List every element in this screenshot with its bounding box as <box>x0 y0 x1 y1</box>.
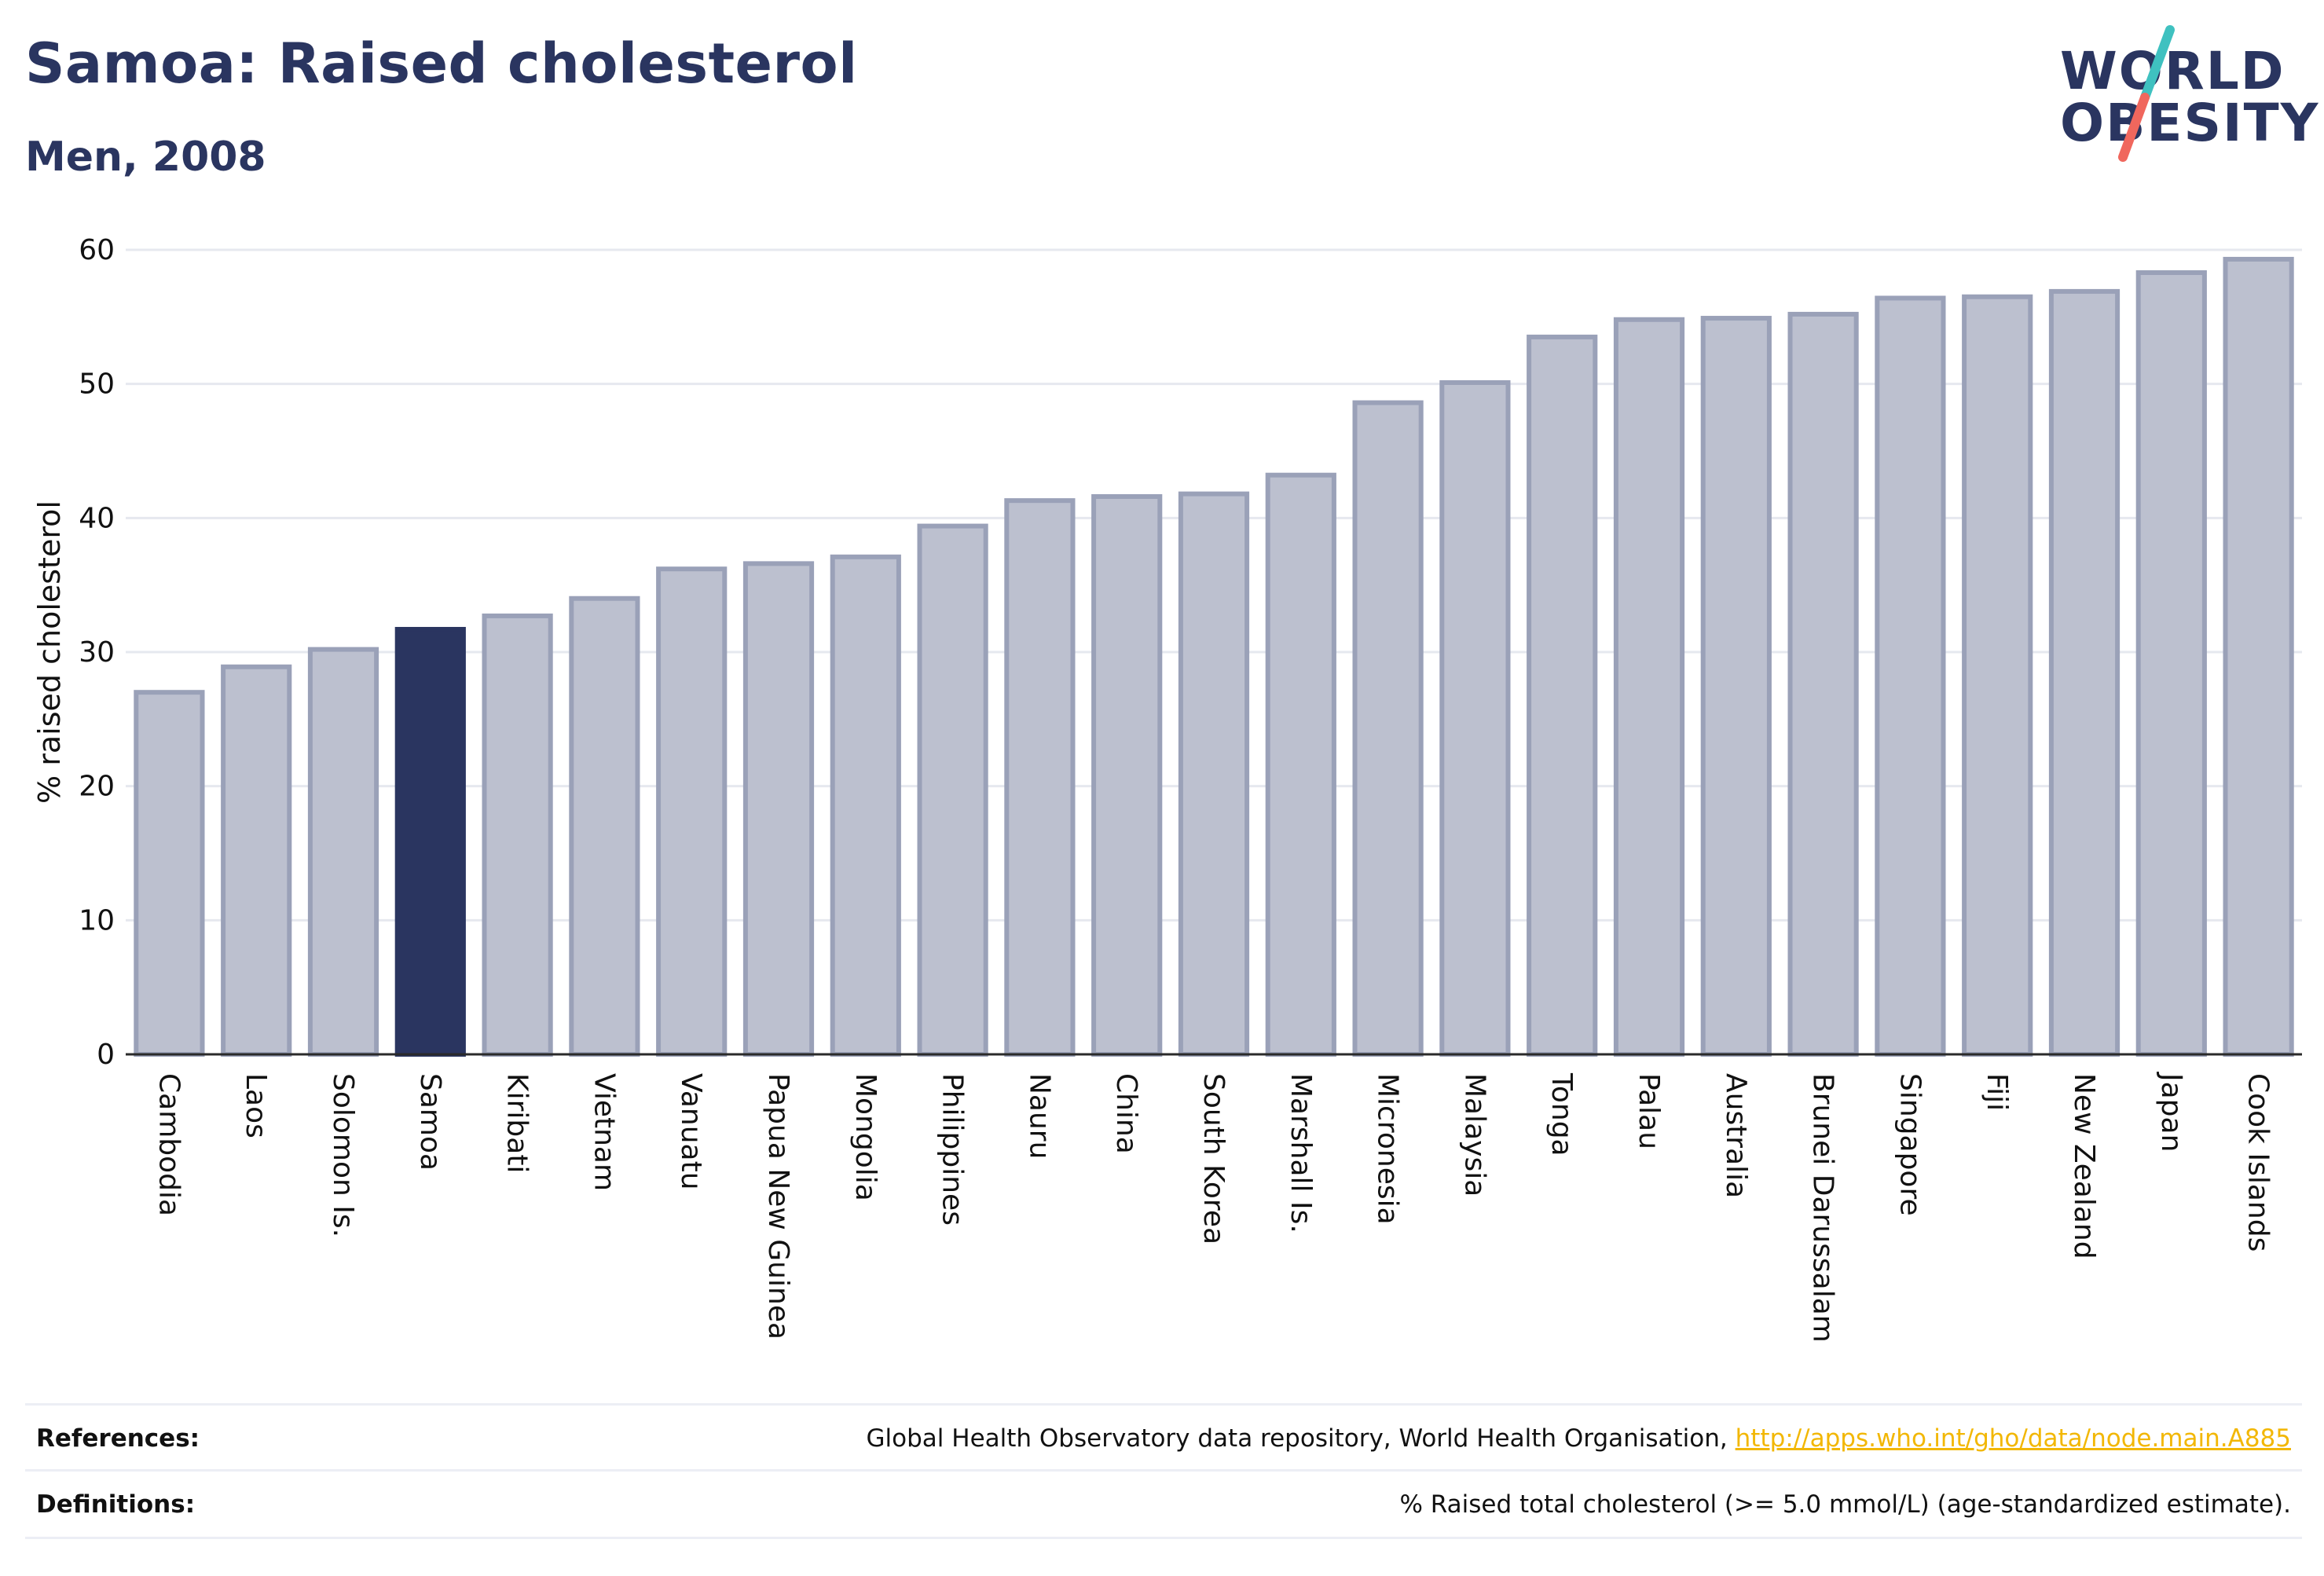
bar-philippines <box>917 523 988 1057</box>
x-tick-label: Samoa <box>414 1073 446 1171</box>
x-tick-label: Vietnam <box>588 1073 620 1191</box>
bar-vietnam <box>569 596 640 1057</box>
bar-solomon-is <box>307 647 379 1057</box>
axes: 0 10 20 30 40 50 60 Cambodia Laos Solomon Is. Samo… <box>79 234 2302 1343</box>
references-text: Global Health Observatory data repositor… <box>866 1424 1736 1453</box>
x-tick-label: Philippines <box>937 1073 969 1226</box>
bar-papua-new-guinea <box>742 561 815 1057</box>
y-axis-label: % raised cholesterol <box>32 500 67 804</box>
x-tick-label: Fiji <box>1981 1073 2013 1111</box>
x-tick-label: Marshall Is. <box>1285 1073 1317 1233</box>
x-tick-label: Australia <box>1720 1073 1752 1198</box>
bar-chart: 0 10 20 30 40 50 60 Cambodia Laos Solomon Is. Samo… <box>32 234 2302 1343</box>
x-tick-label: Kiribati <box>501 1073 533 1173</box>
bar-japan <box>2135 270 2207 1057</box>
bar-brunei-darussalam <box>1787 311 1859 1057</box>
x-tick-label: Palau <box>1633 1073 1665 1149</box>
y-tick-label: 50 <box>79 368 115 401</box>
logo-slash-icon <box>2118 25 2175 162</box>
x-tick-label: Laos <box>240 1073 272 1138</box>
chart-subtitle: Men, 2008 <box>25 134 266 181</box>
bar-cambodia <box>134 690 205 1057</box>
bar-marshall-is <box>1265 472 1336 1057</box>
bar-vanuatu <box>656 566 728 1057</box>
references-value: Global Health Observatory data repositor… <box>867 1424 2291 1453</box>
x-tick-label: Vanuatu <box>675 1073 707 1190</box>
x-tick-label: Micronesia <box>1372 1073 1404 1225</box>
definitions-row: Definitions: % Raised total cholesterol … <box>25 1469 2302 1534</box>
x-tick-label: Cook Islands <box>2242 1073 2275 1252</box>
bar-tonga <box>1527 334 1598 1057</box>
x-tick-label: Papua New Guinea <box>762 1073 794 1340</box>
references-link[interactable]: http://apps.who.int/gho/data/node.main.A… <box>1735 1424 2291 1453</box>
bar-singapore <box>1875 295 1946 1057</box>
bar-australia <box>1700 316 1772 1057</box>
x-tick-label: South Korea <box>1197 1073 1230 1244</box>
references-label: References: <box>36 1424 200 1453</box>
footer-divider <box>25 1537 2302 1539</box>
y-tick-label: 10 <box>79 904 115 936</box>
bar-malaysia <box>1439 379 1511 1057</box>
x-tick-label: Tonga <box>1545 1072 1578 1156</box>
chart-title: Samoa: Raised cholesterol <box>25 31 858 96</box>
references-row: References: Global Health Observatory da… <box>25 1403 2302 1468</box>
bar-palau <box>1613 317 1685 1057</box>
logo-text-line2: OBESITY <box>2060 93 2320 153</box>
x-tick-label: Mongolia <box>849 1073 882 1201</box>
bar-kiribati <box>482 613 553 1057</box>
y-tick-label: 40 <box>79 502 115 534</box>
bar-mongolia <box>830 554 901 1057</box>
x-tick-label: China <box>1110 1073 1142 1154</box>
y-tick-label: 60 <box>79 234 115 266</box>
x-tick-label: Brunei Darussalam <box>1807 1073 1839 1343</box>
bar-laos <box>221 664 292 1057</box>
y-tick-label: 20 <box>79 771 115 803</box>
bar-south-korea <box>1178 491 1250 1057</box>
x-tick-label: Solomon Is. <box>327 1073 359 1237</box>
bar-micronesia <box>1352 400 1424 1057</box>
definitions-value: % Raised total cholesterol (>= 5.0 mmol/… <box>1399 1490 2291 1519</box>
y-tick-label: 30 <box>79 636 115 669</box>
x-tick-label: Malaysia <box>1458 1073 1490 1197</box>
bar-fiji <box>1962 294 2033 1057</box>
bar-new-zealand <box>2048 288 2121 1057</box>
x-tick-label: Nauru <box>1023 1073 1055 1159</box>
x-tick-label: New Zealand <box>2068 1073 2100 1259</box>
x-tick-label: Cambodia <box>152 1073 185 1216</box>
world-obesity-logo: WORLD OBESITY <box>2051 22 2318 171</box>
logo-text-line1: WORLD <box>2060 41 2286 101</box>
bars <box>134 256 2294 1057</box>
bar-samoa <box>394 626 466 1057</box>
y-tick-label: 0 <box>97 1039 115 1071</box>
x-tick-label: Japan <box>2155 1072 2187 1152</box>
definitions-label: Definitions: <box>36 1490 196 1519</box>
bar-nauru <box>1004 498 1076 1057</box>
x-tick-label: Singapore <box>1893 1073 1926 1216</box>
bar-china <box>1091 494 1163 1057</box>
bar-cook-islands <box>2223 256 2294 1057</box>
